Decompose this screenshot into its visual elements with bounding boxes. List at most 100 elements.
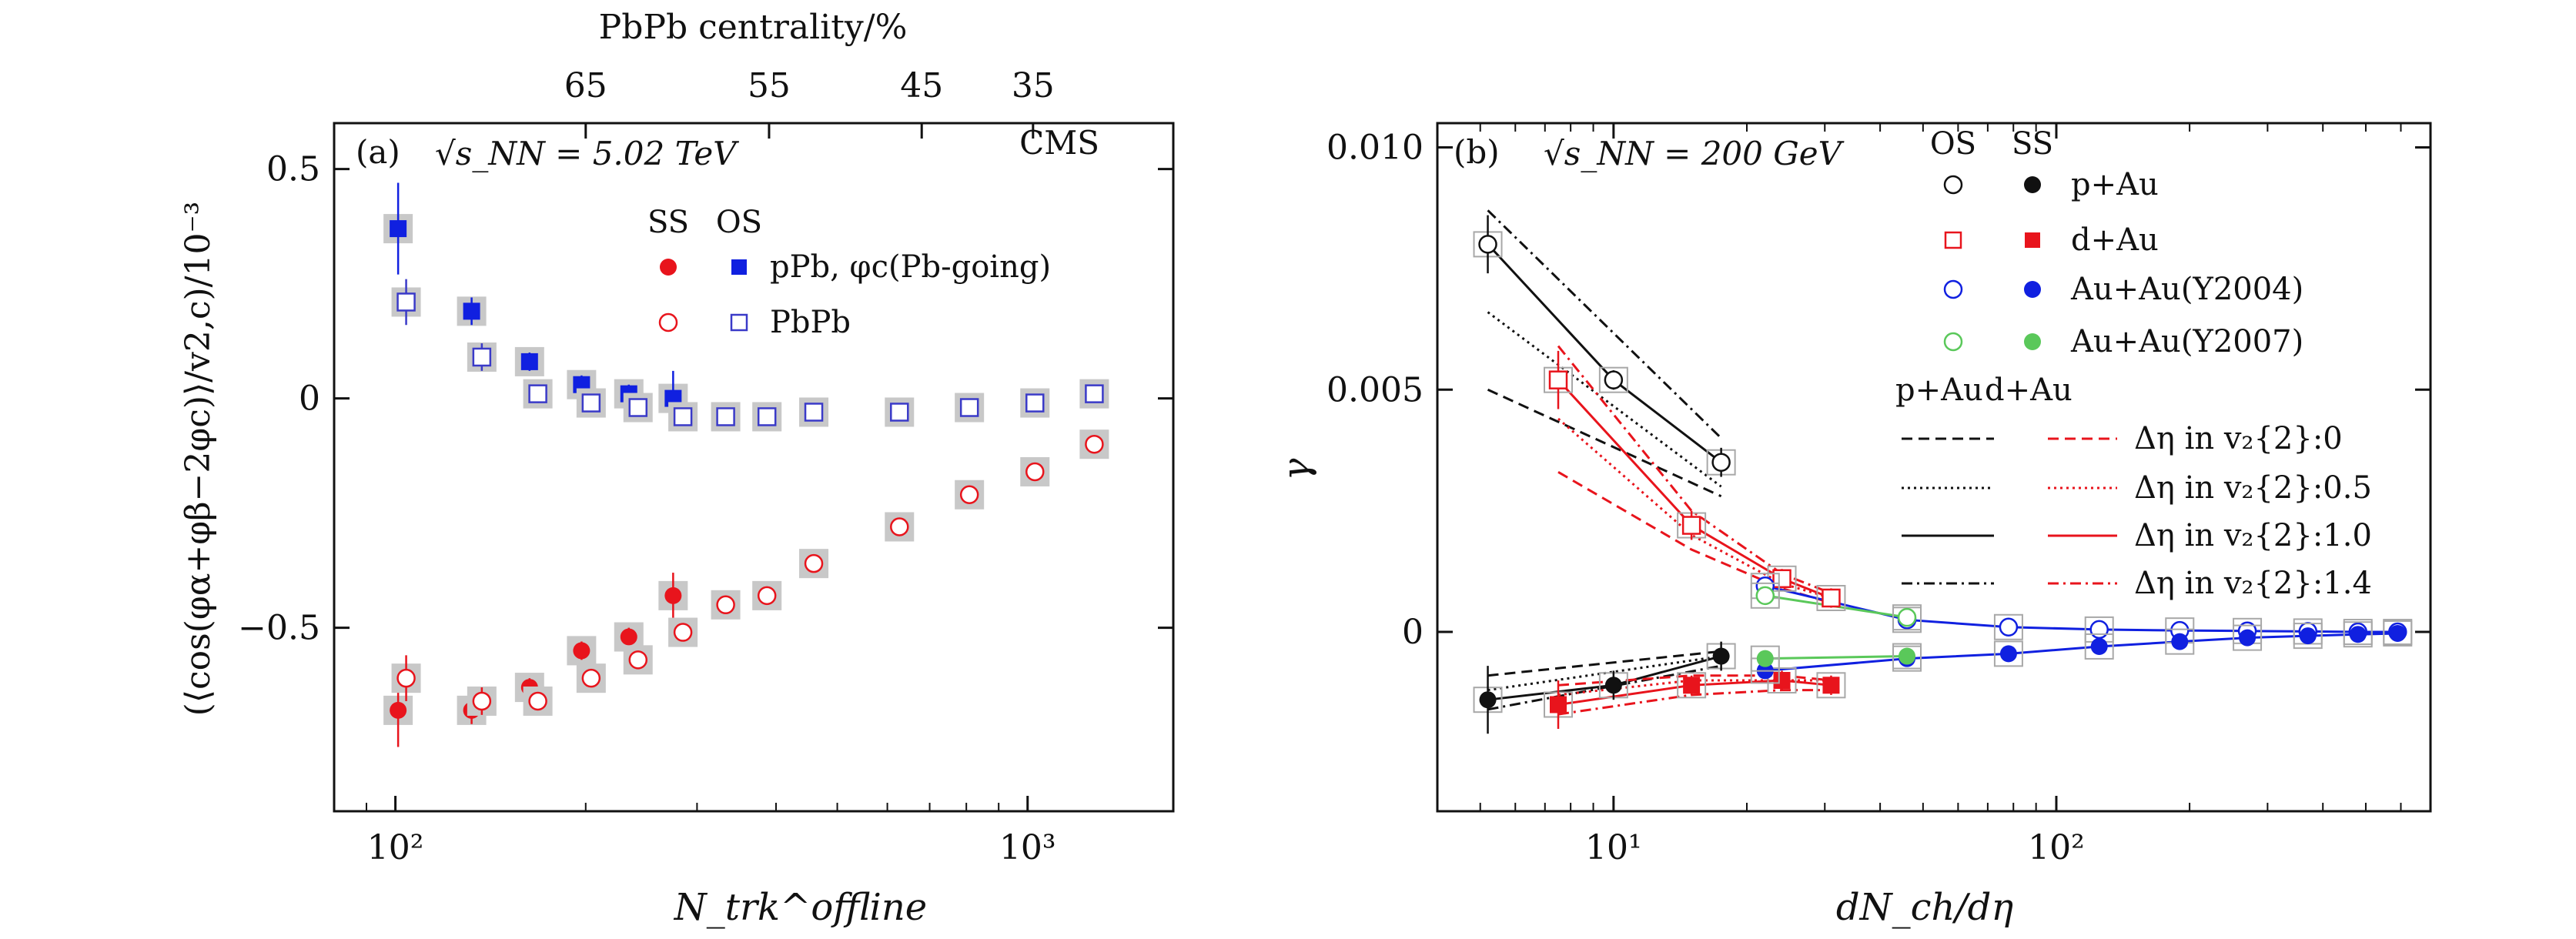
point-pbpb-os	[890, 403, 909, 422]
point-d-au-os	[1548, 370, 1568, 389]
point-au-au-y2004-os	[2089, 620, 2109, 640]
panel-b-y-tick-label: 0	[1402, 613, 1423, 652]
point-pbpb-os	[1025, 393, 1045, 413]
point-p-au-ss	[1604, 677, 1622, 694]
line-legend-header-pau: p+Au	[1895, 373, 1983, 408]
legend-b-auau07-ss-marker	[2024, 333, 2041, 350]
point-au-au-y2004-ss	[2171, 633, 2189, 650]
point-d-au-os	[1681, 516, 1701, 535]
series-p-au-ss	[1473, 641, 1736, 734]
point-au-au-y2004-ss	[2349, 626, 2367, 643]
point-p-au-ss	[1712, 647, 1730, 665]
sys-bracket-p-au-os	[1598, 366, 1628, 393]
model-curve-dashdot	[1557, 689, 1832, 716]
point-au-au-y2007-ss	[1899, 647, 1916, 665]
point-pbpb-os	[472, 347, 492, 367]
panel-a-y-axis-label: (⟨cos(φα+φβ−2φc)⟩/v2,c)/10⁻³	[179, 202, 218, 717]
legend-b-auau04-ss-marker	[2024, 281, 2041, 298]
series-au-au-y2004-ss	[1750, 620, 2413, 684]
experiment-label: CMS	[1019, 124, 1099, 162]
panel-b-line-legend: p+Au d+Au Δη in v₂{2}:0 Δη in v₂{2}:0.5 …	[1895, 373, 2372, 601]
panel-b-x-tick-label: 10²	[2028, 828, 2085, 867]
point-pbpb-ss	[472, 691, 492, 711]
legend-b-dau-ss-marker	[2025, 232, 2040, 248]
point-pbpb-ss	[959, 485, 979, 505]
series-d-au-ss	[1544, 667, 1846, 729]
point-pbpb-os	[673, 407, 693, 426]
point-d-au-os	[1772, 569, 1791, 589]
model-curve-solid	[1557, 679, 1832, 706]
legend-b-auau04-label: Au+Au(Y2004)	[2070, 272, 2303, 307]
panel-b-frame	[1436, 122, 2432, 813]
panel-a-label: (a)	[356, 133, 400, 171]
panel-b-x-tick-label: 10¹	[1585, 828, 1642, 867]
model-curve-dashdot	[1487, 209, 1722, 439]
legend-b-header-os: OS	[1930, 126, 1976, 162]
panel-a-ticks: 10² 10³ 0.5 0 −0.5	[238, 150, 1173, 867]
point-pbpb-os	[716, 407, 735, 426]
model-curve-dashed	[1487, 650, 1721, 677]
sys-bracket-au-au-y2007-os	[1750, 582, 1780, 609]
point-au-au-y2004-ss	[2389, 624, 2407, 642]
sys-bracket-au-au-y2004-ss	[1993, 640, 2023, 667]
point-pbpb-ss	[673, 623, 693, 642]
series-d-au-os	[1544, 350, 1846, 611]
sys-bracket-au-au-y2004-ss	[2165, 628, 2195, 655]
legend-a-pbpb-ss-marker	[658, 312, 678, 332]
sys-bracket-d-au-ss	[1767, 667, 1797, 694]
point-au-au-y2004-ss	[2239, 629, 2257, 647]
line-legend-label-2: Δη in v₂{2}:1.0	[2134, 518, 2372, 553]
point-ppb-ss	[620, 628, 637, 646]
legend-a-ppb-ss-marker	[660, 259, 677, 276]
model-curve-dashed	[1557, 674, 1832, 687]
sys-bracket-au-au-y2004-ss	[2343, 621, 2373, 648]
panel-b-energy: √s_NN = 200 GeV	[1544, 135, 1845, 172]
legend-a-pbpb-os-marker	[730, 313, 748, 332]
legend-b-pau-ss-marker	[2024, 176, 2041, 193]
panel-b-x-axis-label: dN_ch/dη	[1836, 886, 2013, 929]
panel-a-data	[383, 182, 1109, 747]
legend-a-ppb-os-marker	[731, 259, 747, 275]
series-au-au-y2007-ss	[1750, 643, 1922, 672]
point-pbpb-ss	[804, 553, 824, 573]
point-pbpb-os	[396, 292, 416, 312]
series-p-au-os	[1473, 215, 1736, 477]
point-pbpb-os	[757, 407, 777, 426]
panel-a-x-tick-label: 10²	[367, 828, 424, 867]
legend-b-dau-os-marker	[1944, 231, 1962, 249]
point-au-au-y2007-os	[1755, 586, 1775, 606]
point-pbpb-ss	[757, 586, 777, 606]
model-curve-dotted	[1557, 417, 1832, 600]
sys-bracket-au-au-y2004-os	[1993, 613, 2023, 640]
model-curve-dotted	[1557, 679, 1832, 697]
panel-a-y-tick-label: −0.5	[238, 609, 320, 648]
series-pbpb-os	[391, 279, 1109, 432]
top-axis-tick-labels: 65 55 45 35	[564, 66, 1055, 139]
sys-bracket-au-au-y2007-ss	[1892, 643, 1922, 670]
panel-b-ticks: 10¹ 10² 0.010 0.005 0	[1326, 123, 2431, 867]
sys-bracket-d-au-os	[1816, 584, 1846, 611]
point-ppb-ss	[390, 701, 407, 719]
point-au-au-y2004-ss	[2299, 627, 2317, 645]
point-pbpb-ss	[890, 517, 909, 536]
series-ppb-os	[383, 182, 688, 426]
point-pbpb-ss	[528, 691, 547, 711]
panel-b-marker-legend: OS SS p+Au d+Au Au+Au(Y2004) Au+Au(Y2007…	[1930, 126, 2303, 359]
top-axis-tick-label: 55	[748, 66, 791, 105]
panel-b-y-axis-label: γ	[1275, 458, 1318, 480]
point-au-au-y2004-ss	[2090, 637, 2108, 655]
sys-bracket-au-au-y2004-ss	[2293, 623, 2323, 650]
point-pbpb-os	[959, 398, 979, 417]
legend-b-header-ss: SS	[2012, 126, 2053, 162]
legend-b-auau07-os-marker	[1943, 332, 1963, 352]
legend-a-pbpb-label: PbPb	[770, 305, 851, 340]
point-au-au-y2004-os	[1999, 617, 2019, 637]
sys-bracket-d-au-ss	[1816, 672, 1846, 699]
point-d-au-ss	[1683, 677, 1701, 694]
point-pbpb-ss	[581, 668, 601, 688]
panel-a-energy: √s_NN = 5.02 TeV	[435, 135, 739, 172]
series-au-au-y2007-os	[1750, 582, 1922, 631]
sys-bracket-au-au-y2007-os	[1892, 604, 1922, 631]
panel-b-data	[1473, 215, 2413, 734]
